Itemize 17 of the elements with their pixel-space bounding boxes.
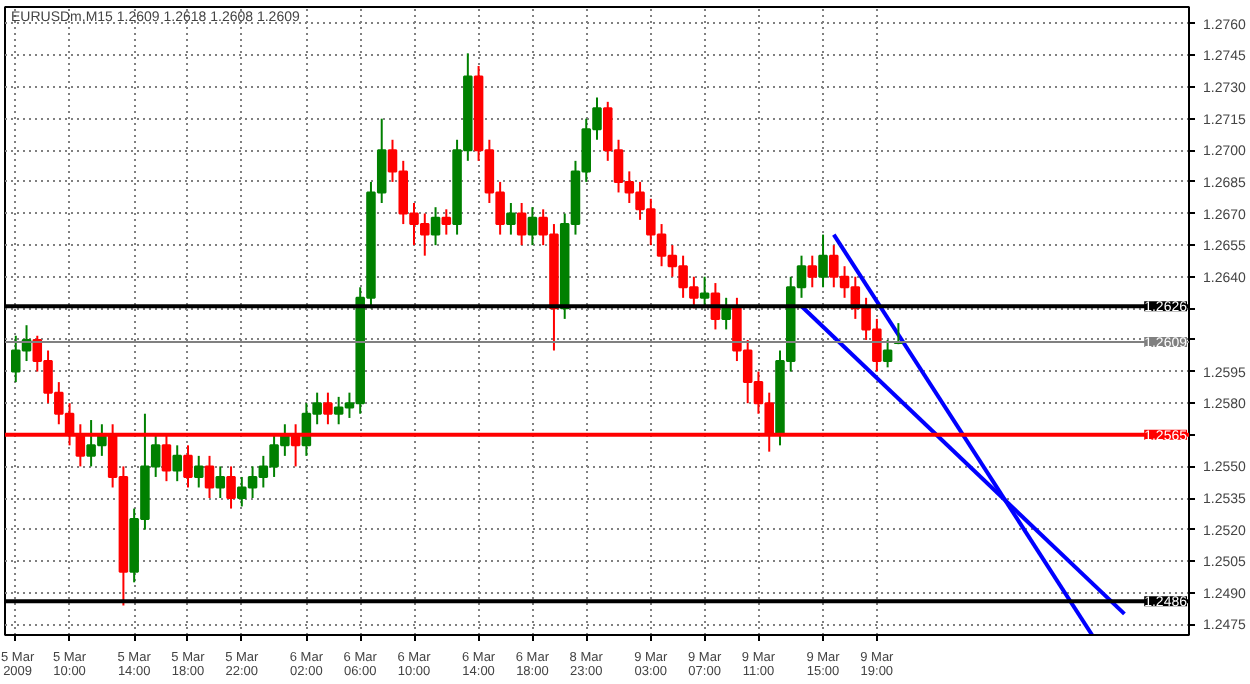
- candlestick: [516, 201, 527, 247]
- candlestick: [527, 206, 538, 247]
- candlestick: [721, 296, 731, 331]
- candlestick: [430, 206, 441, 247]
- candlestick: [226, 465, 236, 510]
- candlestick: [807, 254, 818, 289]
- candlestick: [215, 465, 226, 500]
- candlestick: [818, 233, 828, 289]
- candlestick: [441, 208, 452, 236]
- candlestick: [323, 391, 333, 426]
- candlestick: [882, 338, 893, 369]
- candlestick: [204, 454, 215, 500]
- candlestick: [193, 454, 204, 489]
- candlestick: [172, 444, 182, 483]
- candlestick: [183, 444, 193, 489]
- candlestick: [506, 201, 516, 236]
- candlestick: [699, 275, 710, 310]
